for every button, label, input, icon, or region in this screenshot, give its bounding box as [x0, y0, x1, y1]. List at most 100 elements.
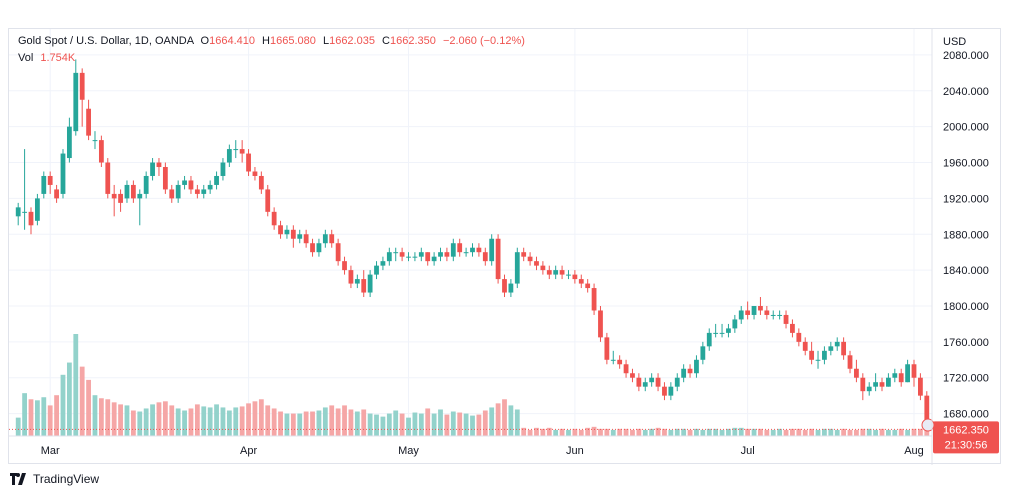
price-chart[interactable]: 1662.350 21:30:56 2080.000 2040.000 2000.00…	[9, 29, 1002, 465]
candle-body	[34, 198, 40, 221]
candle-body	[796, 332, 802, 342]
candle-body	[866, 386, 872, 392]
candle-body	[514, 252, 520, 284]
candle-body	[585, 283, 591, 289]
candle-body	[444, 252, 450, 257]
volume-bar	[630, 429, 635, 436]
candle-body	[694, 359, 699, 374]
volume-bar	[444, 414, 450, 436]
volume-bar	[399, 413, 405, 436]
volume-bar	[470, 415, 475, 436]
volume-bar	[540, 428, 546, 436]
candle-body	[450, 243, 456, 257]
volume-bar	[578, 429, 584, 436]
candle-body	[322, 234, 328, 244]
candle-body	[879, 382, 885, 387]
tradingview-logo[interactable]: TradingView	[10, 472, 99, 486]
price-tick-label: 1960.000	[943, 158, 989, 170]
candle-body	[860, 377, 866, 392]
volume-bar	[559, 428, 565, 436]
candle-body	[342, 261, 347, 271]
volume-bar	[662, 428, 667, 436]
candle-body	[92, 140, 98, 142]
candle-body	[713, 332, 719, 334]
candle-body	[207, 184, 213, 190]
candle-body	[22, 211, 27, 213]
candle-body	[470, 247, 475, 253]
price-tick-label: 1880.000	[943, 229, 989, 241]
candle-body	[546, 270, 552, 275]
volume-bar	[598, 428, 603, 436]
candle-body	[822, 350, 827, 360]
volume-bar	[130, 410, 136, 436]
volume-value: 1.754K	[40, 52, 76, 64]
candle-body	[406, 256, 411, 258]
candle-body	[316, 243, 322, 253]
volume-label[interactable]: Vol	[18, 52, 34, 64]
candle-body	[924, 395, 930, 428]
candle-body	[233, 149, 239, 151]
candle-body	[482, 252, 488, 262]
time-tick-label: Apr	[240, 445, 257, 457]
candle-body	[758, 305, 763, 311]
candle-body	[790, 323, 795, 333]
volume-bar	[566, 429, 571, 436]
candle-body	[770, 314, 776, 316]
volume-bar	[239, 406, 245, 436]
volume-bar	[258, 399, 264, 436]
candle-body	[841, 341, 847, 356]
candle-body	[226, 149, 232, 163]
volume-bar	[802, 429, 808, 436]
volume-bar	[886, 429, 891, 436]
volume-bar	[668, 429, 674, 436]
candle-body	[354, 279, 360, 284]
volume-bar	[310, 411, 315, 436]
candle-body	[297, 234, 303, 239]
volume-bar	[290, 413, 296, 436]
volume-bar	[476, 414, 482, 436]
volume-bar	[623, 428, 629, 436]
symbol-title[interactable]: Gold Spot / U.S. Dollar, 1D, OANDA	[18, 35, 194, 47]
volume-bar	[521, 427, 527, 436]
volume-bar	[546, 427, 552, 436]
candle-body	[886, 377, 891, 387]
volume-bar	[54, 395, 59, 436]
volume-bar	[482, 410, 488, 436]
volume-bar	[233, 407, 239, 436]
volume-bar	[98, 398, 104, 436]
volume-bar	[214, 404, 219, 436]
volume-bar	[66, 362, 72, 436]
volume-bar	[796, 428, 802, 436]
candle-body	[66, 126, 72, 159]
candle-body	[105, 162, 111, 194]
open-label: O	[200, 35, 210, 47]
volume-bar	[879, 428, 885, 436]
candle-body	[348, 270, 354, 284]
candle-body	[214, 175, 219, 185]
candle-body	[310, 243, 315, 253]
price-tick-label: 2000.000	[943, 122, 989, 134]
volume-bar	[79, 366, 85, 436]
candle-body	[412, 256, 418, 258]
candle-body	[431, 256, 437, 262]
candle-body	[15, 207, 21, 217]
volume-bar	[758, 428, 763, 436]
volume-bar	[265, 405, 271, 436]
candles	[15, 59, 930, 432]
candle-body	[118, 193, 123, 203]
candle-body	[604, 337, 610, 360]
volume-legend: Vol 1.754K	[18, 52, 75, 64]
volume-bar	[374, 414, 379, 436]
volume-bar	[47, 405, 53, 436]
volume-bar	[463, 413, 469, 436]
candle-body	[54, 189, 59, 199]
grid-lines	[9, 29, 932, 436]
candle-body	[777, 314, 783, 316]
tradingview-icon	[10, 473, 26, 485]
candle-body	[489, 238, 495, 262]
candle-body	[220, 162, 226, 176]
volume-bar	[207, 407, 213, 436]
candle-body	[630, 373, 635, 378]
volume-bar	[514, 409, 520, 436]
candle-body	[463, 252, 469, 254]
